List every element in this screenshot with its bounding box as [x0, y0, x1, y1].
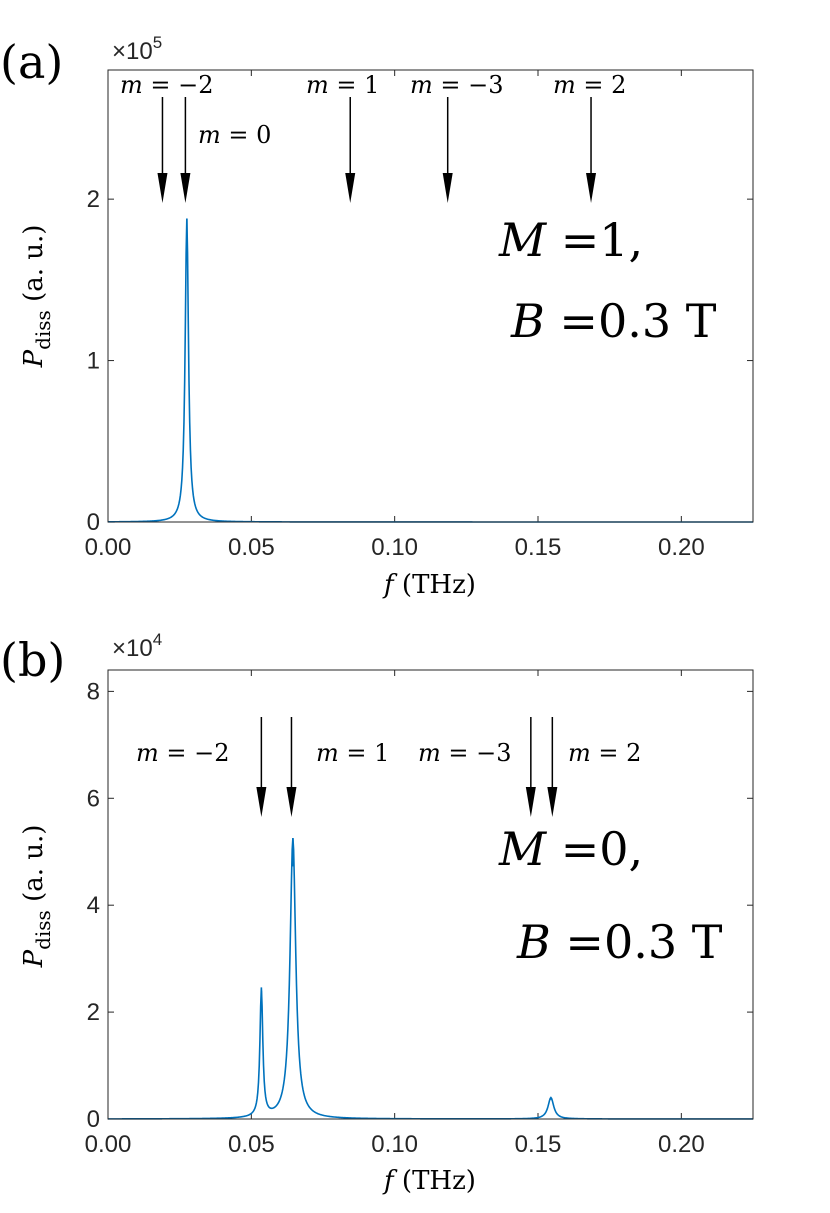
x-axis-a: 0.00 0.05 0.10 0.15 0.20: [85, 70, 705, 561]
parameter-box-b: M =0, B =0.3 T: [498, 822, 723, 969]
parameter-box-a: M =1, B =0.3 T: [498, 213, 717, 348]
param-M-b: M =0,: [498, 822, 643, 876]
x-tick-label: 0.20: [658, 534, 705, 561]
y-tick-label: 0: [87, 509, 100, 536]
annotation-m-1-b: m = 1: [316, 739, 389, 767]
x-tick-label: 0.00: [85, 1131, 132, 1158]
y-tick-label: 6: [87, 785, 100, 812]
y-tick-label: 8: [87, 678, 100, 705]
y-axis-title-b: Pdiss (a. u.): [19, 825, 55, 969]
y-tick-label: 2: [87, 999, 100, 1026]
x-tick-label: 0.20: [658, 1131, 705, 1158]
annotation-m-minus2-b: m = −2: [136, 739, 230, 767]
annotation-arrow-head: [586, 173, 597, 203]
mode-annotations-a: m = −2 m = 0 m = 1 m = −3 m = 2: [120, 71, 626, 203]
annotation-arrow-head: [345, 173, 356, 203]
spectrum-line-a: [108, 218, 753, 523]
annotation-arrow-head: [286, 787, 297, 817]
annotation-arrow-head: [157, 173, 168, 203]
y-multiplier-a: ×105: [112, 33, 162, 65]
chart-panel-a: (a) ×105 0 1 2 0.00 0.05 0.10 0.15 0.20 m = −2…: [0, 33, 754, 600]
annotation-arrow-head: [525, 787, 536, 817]
x-tick-label: 0.15: [515, 1131, 562, 1158]
y-tick-label: 1: [87, 348, 100, 375]
x-tick-label: 0.10: [371, 534, 418, 561]
annotation-m-minus3: m = −3: [410, 71, 504, 99]
y-multiplier-b: ×104: [112, 630, 162, 662]
mode-annotations-b: m = −2 m = 1 m = −3 m = 2: [136, 717, 641, 817]
x-axis-b: 0.00 0.05 0.10 0.15 0.20: [85, 670, 705, 1158]
x-axis-title-b: f (THz): [382, 1166, 476, 1196]
annotation-arrow-head: [256, 787, 267, 817]
y-axis-a: 0 1 2: [87, 186, 753, 536]
y-tick-label: 2: [87, 186, 100, 213]
y-axis-b: 0 2 4 6 8: [87, 678, 753, 1133]
x-tick-label: 0.15: [515, 534, 562, 561]
annotation-m-1: m = 1: [306, 71, 379, 99]
annotation-m-minus3-b: m = −3: [418, 739, 512, 767]
panel-label-b: (b): [0, 633, 65, 687]
x-tick-label: 0.05: [228, 534, 275, 561]
plot-frame-a: [107, 69, 754, 523]
annotation-m-0: m = 0: [198, 121, 271, 149]
annotation-m-2: m = 2: [553, 71, 626, 99]
param-M-a: M =1,: [498, 213, 643, 267]
panel-label-a: (a): [0, 35, 63, 89]
annotation-m-2-b: m = 2: [568, 739, 641, 767]
param-B-a: B =0.3 T: [510, 294, 717, 348]
x-axis-title-a: f (THz): [382, 570, 476, 600]
y-tick-label: 4: [87, 892, 100, 919]
x-tick-label: 0.10: [371, 1131, 418, 1158]
y-axis-title-a: Pdiss (a. u.): [19, 225, 55, 369]
chart-panel-b: (b) ×104 0 2 4 6 8 0.00 0.05 0.10 0.15 0.20 m = …: [0, 630, 754, 1196]
annotation-arrow-head: [180, 173, 191, 203]
x-tick-label: 0.05: [228, 1131, 275, 1158]
param-B-b: B =0.3 T: [516, 915, 723, 969]
x-tick-label: 0.00: [85, 534, 132, 561]
y-tick-label: 0: [87, 1106, 100, 1133]
plot-frame-b: [107, 669, 754, 1120]
annotation-m-minus2: m = −2: [120, 71, 214, 99]
annotation-arrow-head: [547, 787, 558, 817]
spectrum-line-b: [107, 837, 753, 1120]
annotation-arrow-head: [442, 173, 453, 203]
